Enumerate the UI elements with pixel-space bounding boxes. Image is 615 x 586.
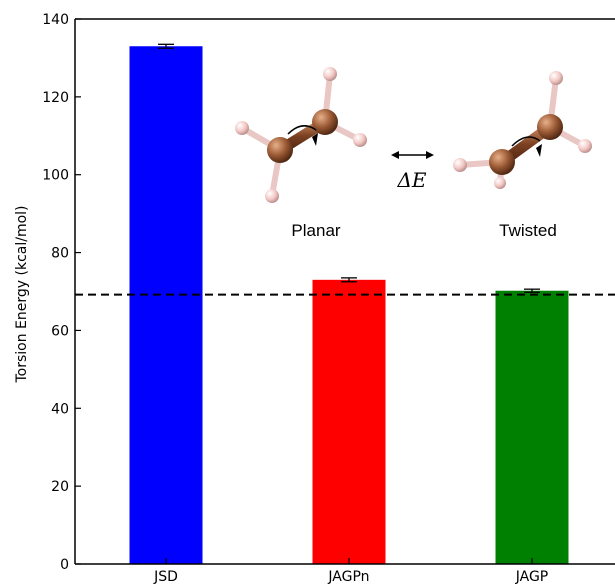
y-tick-label: 40 xyxy=(51,401,69,417)
y-tick-label: 80 xyxy=(51,246,69,262)
hydrogen-atom xyxy=(265,189,279,203)
x-tick-label-jagpn: JAGPn xyxy=(327,569,369,585)
axes-layer xyxy=(74,18,615,565)
bars-layer xyxy=(129,46,569,564)
planar-label: Planar xyxy=(291,221,340,240)
bar-jsd xyxy=(129,46,203,564)
carbon-atom xyxy=(537,114,563,140)
y-axis-label: Torsion Energy (kcal/mol) xyxy=(14,205,30,383)
bar-jagpn xyxy=(312,279,386,564)
y-tick-label: 60 xyxy=(51,323,69,339)
twisted-label: Twisted xyxy=(499,221,557,240)
x-tick-label-jagp: JAGP xyxy=(515,569,549,585)
rotation-arrow-icon xyxy=(511,136,541,147)
bar-jagp xyxy=(495,290,569,564)
y-ticks-layer: 0 20 40 60 80 100 120 140 xyxy=(42,12,81,573)
error-bar-jagpn xyxy=(341,277,357,283)
error-bar-jsd xyxy=(158,43,174,49)
y-tick-label: 120 xyxy=(42,90,69,106)
hydrogen-atom xyxy=(323,67,337,81)
hydrogen-atom xyxy=(578,139,592,153)
error-bar-jagp xyxy=(524,288,540,293)
hydrogen-atom xyxy=(453,158,467,172)
y-tick-label: 0 xyxy=(60,557,69,573)
hydrogen-atom xyxy=(549,71,563,85)
x-tick-label-jsd: JSD xyxy=(153,569,178,585)
hydrogen-atom xyxy=(494,177,506,189)
double-arrow-icon xyxy=(391,151,434,159)
y-tick-label: 140 xyxy=(42,12,69,28)
twisted-molecule xyxy=(453,71,592,189)
x-ticks-layer: JSD JAGPn JAGP xyxy=(153,558,548,585)
carbon-atom xyxy=(267,137,293,163)
y-tick-label: 20 xyxy=(51,479,69,495)
hydrogen-atom xyxy=(353,133,367,147)
rotation-arrow-icon xyxy=(287,125,317,135)
error-bars-layer xyxy=(158,43,540,293)
planar-molecule xyxy=(235,67,367,203)
delta-e-label: ΔE xyxy=(396,168,426,192)
y-tick-label: 100 xyxy=(42,168,69,184)
carbon-atom xyxy=(312,109,338,135)
carbon-atom xyxy=(489,149,515,175)
hydrogen-atom xyxy=(235,121,249,135)
molecule-inset: ΔE Planar Twisted xyxy=(235,67,592,240)
